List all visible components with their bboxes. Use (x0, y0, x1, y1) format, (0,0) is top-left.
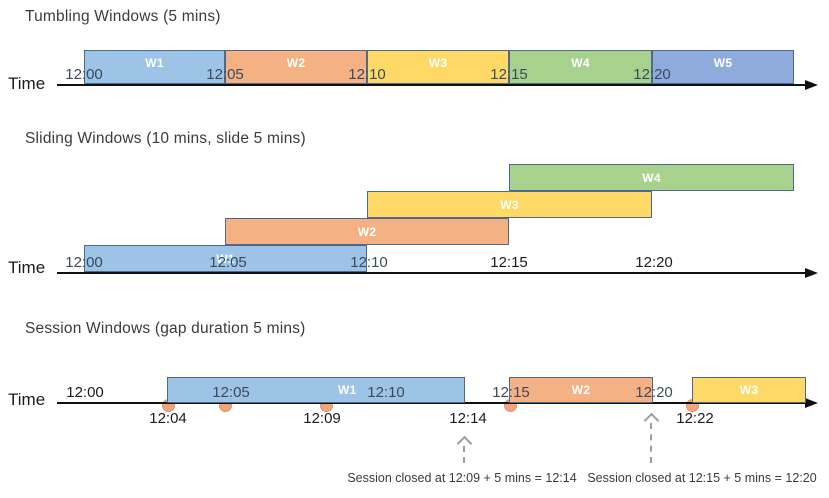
sliding-window-w4: W4 (509, 164, 794, 191)
tumbling-window-w2: W2 (225, 50, 367, 84)
session-window-w3-label: W3 (739, 383, 759, 397)
sliding-title: Sliding Windows (10 mins, slide 5 mins) (25, 130, 306, 147)
tumbling-window-w3: W3 (367, 50, 509, 84)
session-tick-1215: 12:15 (492, 384, 530, 401)
session-tick-1220: 12:20 (635, 384, 673, 401)
session-window-w2-label: W2 (571, 383, 591, 397)
event-label-1214: 12:14 (449, 410, 487, 427)
session-tick-1205: 12:05 (212, 384, 250, 401)
sliding-tick-1220: 12:20 (635, 254, 673, 271)
tumbling-tick-1220: 12:20 (633, 66, 671, 83)
session-close-arrow-1 (463, 446, 465, 463)
event-label-1209: 12:09 (303, 410, 341, 427)
tumbling-window-w1: W1 (84, 50, 225, 84)
session-title: Session Windows (gap duration 5 mins) (25, 320, 306, 337)
session-window-w3: W3 (692, 377, 806, 403)
tumbling-window-w3-label: W3 (428, 56, 448, 70)
tumbling-tick-1215: 12:15 (490, 66, 528, 83)
sliding-tick-1215: 12:15 (490, 254, 528, 271)
session-close-note-1: Session closed at 12:09 + 5 mins = 12:14 (347, 471, 577, 485)
sliding-time-axis-label: Time (8, 258, 46, 277)
session-time-axis (57, 402, 806, 404)
session-tick-1210: 12:10 (367, 384, 405, 401)
session-tick-1200: 12:00 (66, 384, 104, 401)
sliding-time-axis (57, 272, 806, 274)
tumbling-window-w5-label: W5 (713, 56, 733, 70)
tumbling-time-axis (57, 84, 806, 86)
sliding-tick-1200: 12:00 (65, 254, 103, 271)
session-window-w1: W1 (167, 377, 465, 403)
sliding-window-w1: W1 (84, 245, 367, 272)
tumbling-window-w1-label: W1 (145, 56, 164, 70)
session-close-note-2: Session closed at 12:15 + 5 mins = 12:20 (587, 471, 817, 485)
sliding-axis-arrowhead-icon (805, 268, 818, 278)
sliding-tick-1210: 12:10 (350, 254, 388, 271)
sliding-window-w1-label: W1 (216, 251, 235, 266)
tumbling-tick-1200: 12:00 (65, 66, 103, 83)
event-label-1204: 12:04 (149, 410, 187, 427)
tumbling-window-w2-label: W2 (286, 56, 306, 70)
session-axis-arrowhead-icon (805, 398, 818, 408)
tumbling-tick-1205: 12:05 (206, 66, 244, 83)
session-close-arrow-2 (650, 423, 652, 463)
session-window-w1-label: W1 (338, 383, 357, 397)
sliding-window-w4-label: W4 (642, 170, 661, 185)
tumbling-title: Tumbling Windows (5 mins) (25, 8, 221, 25)
tumbling-tick-1210: 12:10 (348, 66, 386, 83)
tumbling-window-w5: W5 (652, 50, 794, 84)
event-label-1222: 12:22 (676, 410, 714, 427)
session-time-axis-label: Time (8, 390, 46, 409)
tumbling-time-axis-label: Time (8, 74, 46, 93)
tumbling-window-w4-label: W4 (571, 56, 590, 70)
sliding-tick-1205: 12:05 (209, 254, 247, 271)
tumbling-axis-arrowhead-icon (805, 80, 818, 90)
sliding-window-w2-label: W2 (357, 224, 377, 239)
sliding-window-w3-label: W3 (500, 197, 519, 212)
tumbling-window-w4: W4 (509, 50, 652, 84)
session-window-w2: W2 (509, 377, 653, 403)
sliding-window-w2: W2 (225, 218, 509, 245)
sliding-window-w3: W3 (367, 191, 652, 218)
